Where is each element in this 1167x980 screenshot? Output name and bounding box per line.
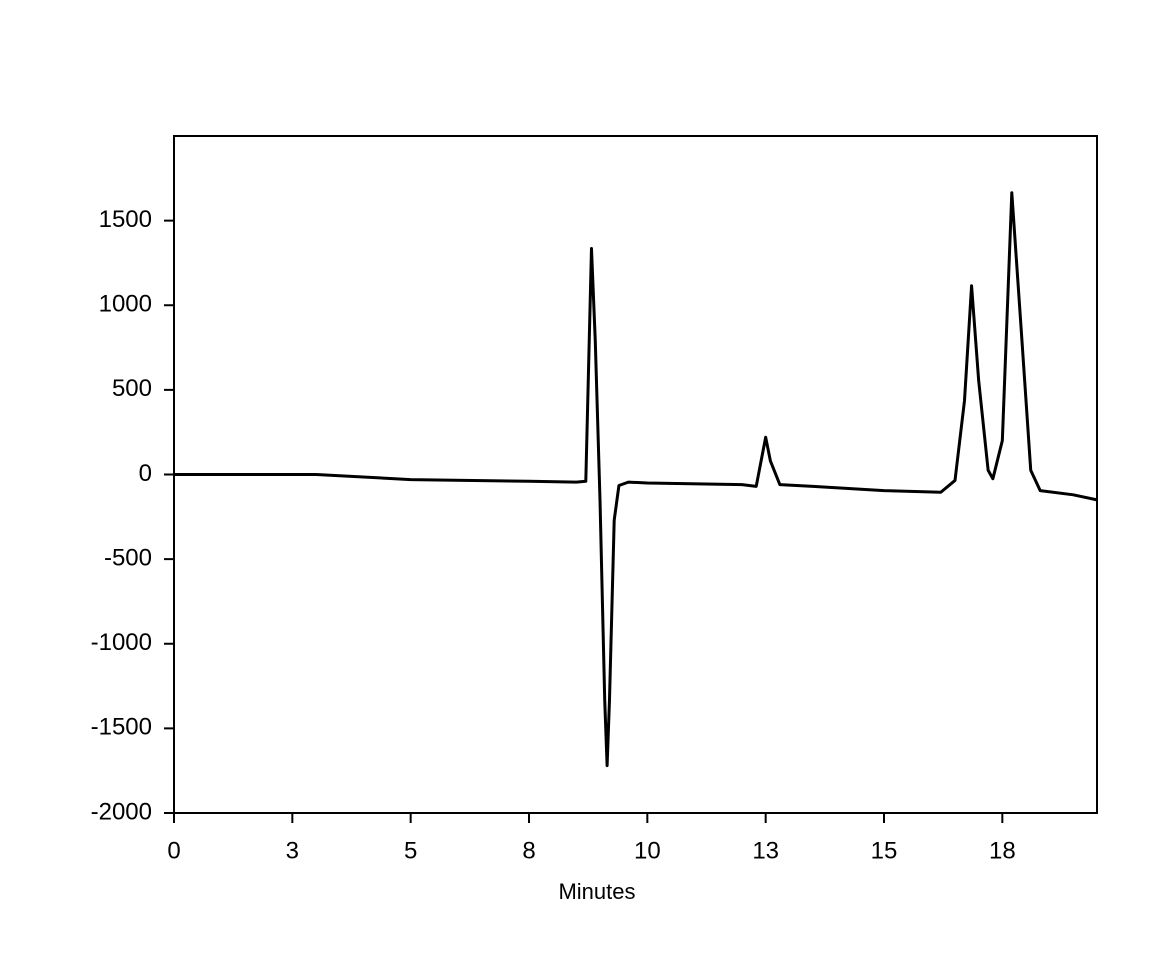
x-tick-label: 8 <box>522 837 535 864</box>
x-tick-label: 13 <box>752 837 779 864</box>
x-axis-label: Minutes <box>558 879 635 904</box>
x-tick-label: 5 <box>404 837 417 864</box>
x-tick-label: 0 <box>167 837 180 864</box>
y-tick-label: 500 <box>112 375 152 402</box>
y-tick-label: 1000 <box>99 291 152 318</box>
y-tick-label: 1500 <box>99 206 152 233</box>
x-tick-label: 18 <box>989 837 1016 864</box>
y-tick-label: -1000 <box>91 629 152 656</box>
y-tick-label: -2000 <box>91 798 152 825</box>
x-tick-label: 10 <box>634 837 661 864</box>
x-tick-label: 3 <box>286 837 299 864</box>
trace-line <box>174 191 1098 768</box>
x-tick-label: 15 <box>871 837 898 864</box>
y-tick-label: -500 <box>104 544 152 571</box>
y-tick-label: -1500 <box>91 714 152 741</box>
y-tick-label: 0 <box>139 460 152 487</box>
